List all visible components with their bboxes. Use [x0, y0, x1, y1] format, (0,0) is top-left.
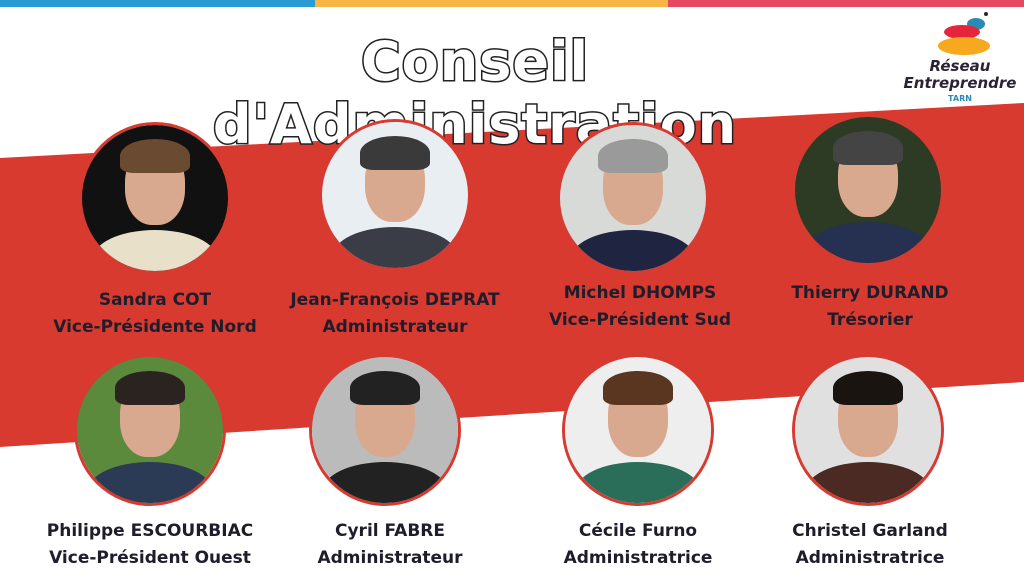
member-name: Philippe ESCOURBIAC: [46, 521, 254, 541]
member-name: Cyril FABRE: [335, 521, 445, 541]
member-name: Michel DHOMPS: [563, 283, 717, 303]
member-role: Vice-Présidente Nord: [53, 317, 257, 337]
member-photo: [74, 354, 226, 506]
logo-line2: Entreprendre: [903, 74, 1017, 92]
member-role: Administrateur: [322, 317, 468, 337]
member-role: Vice-Président Ouest: [49, 548, 251, 568]
member-photo: [319, 119, 471, 271]
member-name: Sandra COT: [98, 290, 212, 310]
member-name: Thierry DURAND: [791, 283, 949, 303]
logo-sub: TARN: [948, 94, 972, 103]
member-name: Christel Garland: [792, 521, 948, 541]
member-role: Administrateur: [317, 548, 463, 568]
member-role: Trésorier: [827, 310, 913, 330]
reseau-entreprendre-logo: Réseau Entreprendre TARN: [896, 10, 1024, 110]
member-role: Administratrice: [795, 548, 945, 568]
logo-line1: Réseau: [929, 57, 991, 75]
member-photo: [557, 122, 709, 274]
member-photo: [562, 354, 714, 506]
member-role: Vice-Président Sud: [548, 310, 732, 330]
member-photo: [792, 354, 944, 506]
member-role: Administratrice: [563, 548, 713, 568]
member-photo: [309, 354, 461, 506]
member-photo: [792, 114, 944, 266]
top-stripe-blue: [0, 0, 315, 7]
member-name: Cécile Furno: [578, 521, 698, 541]
member-photo: [79, 122, 231, 274]
logo-mark-icon: [938, 12, 990, 55]
top-stripe-pink: [668, 0, 1024, 7]
top-stripe-yellow: [315, 0, 668, 7]
member-name: Jean-François DEPRAT: [290, 290, 500, 310]
